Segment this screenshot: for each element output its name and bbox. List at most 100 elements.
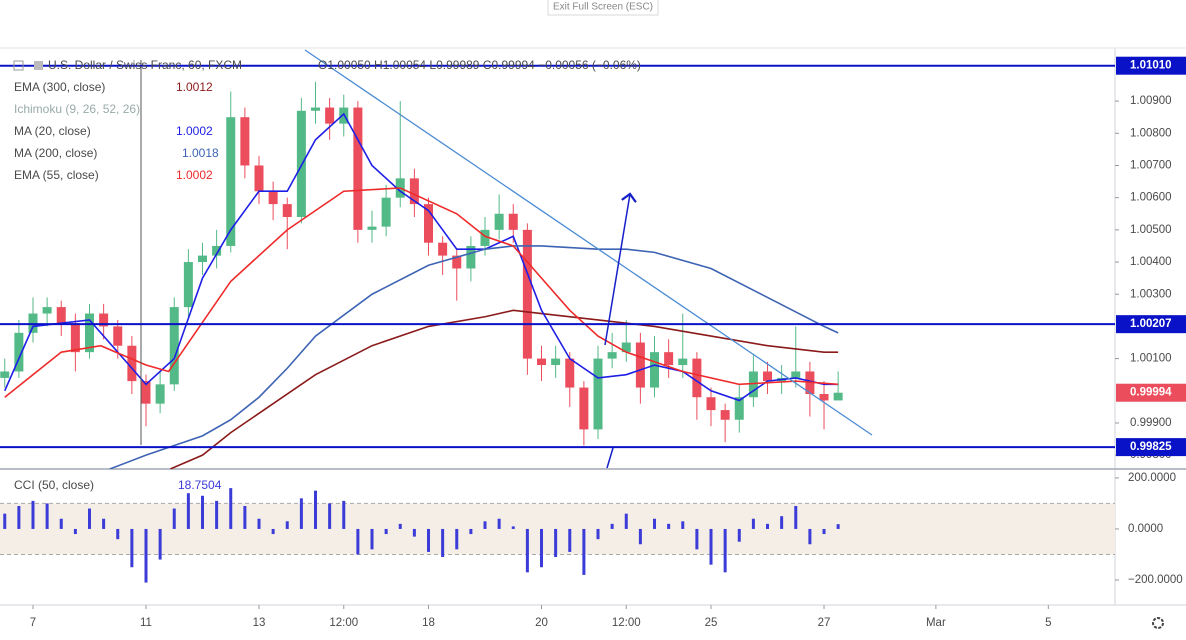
exit-fullscreen-label[interactable]: Exit Full Screen (ESC) xyxy=(553,2,653,13)
candle-body xyxy=(183,262,193,308)
candle-body xyxy=(579,387,589,430)
settings-icon[interactable] xyxy=(1152,617,1164,629)
cci-bar xyxy=(186,493,190,529)
arrow xyxy=(604,194,630,346)
candle-body xyxy=(551,358,561,366)
candle-body xyxy=(692,358,702,398)
y-tick-label: 1.00400 xyxy=(1130,256,1172,268)
moving-average-line xyxy=(169,309,839,469)
candle-body xyxy=(0,371,10,378)
candle-body xyxy=(480,229,490,246)
y-tick-label: 0.99900 xyxy=(1130,417,1172,429)
cci-bar xyxy=(229,488,233,529)
cci-bar xyxy=(455,528,459,550)
cci-bar xyxy=(780,516,784,529)
level-label-box xyxy=(1116,438,1186,457)
candle-body xyxy=(438,242,448,256)
cci-bar xyxy=(3,513,7,529)
cci-bar xyxy=(808,528,812,545)
candle-body xyxy=(819,394,829,401)
y-tick-label: −200.0000 xyxy=(1128,574,1183,586)
cci-bar xyxy=(667,523,671,529)
candle-body xyxy=(565,358,575,388)
cci-bar xyxy=(144,528,148,583)
candle-body xyxy=(650,352,660,388)
cci-bar xyxy=(116,528,120,540)
cci-bar xyxy=(751,518,755,529)
exit-fullscreen-button[interactable] xyxy=(547,0,659,16)
cci-bar xyxy=(483,521,487,529)
y-tick-label: 1.00800 xyxy=(1130,127,1172,139)
candle-body xyxy=(127,345,137,382)
candle-body xyxy=(537,358,547,366)
cci-bar xyxy=(554,528,558,558)
cci-bar xyxy=(441,528,445,558)
candle-body xyxy=(113,326,123,346)
trend-line xyxy=(304,49,873,436)
cci-bar xyxy=(766,523,770,529)
legend-value: 18.7504 xyxy=(178,478,222,492)
candle-body xyxy=(226,117,236,246)
candle-body xyxy=(664,352,674,366)
legend: U.S. Dollar / Swiss Franc, 60, FXCM O1.0… xyxy=(13,58,641,492)
last-price-box xyxy=(1116,383,1186,402)
cci-bar xyxy=(681,521,685,529)
cci-bar xyxy=(624,513,628,529)
cci-bar xyxy=(653,518,657,529)
candle-body xyxy=(325,107,335,124)
level-label-box xyxy=(1116,56,1186,75)
y-tick-label: 0.0000 xyxy=(1128,523,1163,535)
candle-body xyxy=(311,107,321,111)
candle-body xyxy=(70,323,80,353)
cci-band xyxy=(0,503,1115,555)
x-tick-label: 13 xyxy=(253,617,266,629)
x-tick-label: 11 xyxy=(140,617,152,629)
candle-body xyxy=(720,410,730,420)
cci-bar xyxy=(257,518,261,529)
level-label-box xyxy=(1116,315,1186,334)
cci-bar xyxy=(568,528,572,552)
cci-bar xyxy=(215,500,219,529)
level-label: 1.01010 xyxy=(1130,60,1172,72)
candle-body xyxy=(748,371,758,398)
candle-body xyxy=(353,107,363,230)
cci-bar xyxy=(511,526,515,529)
cci-bar xyxy=(469,528,473,535)
x-tick-label: 12:00 xyxy=(612,617,641,629)
cci-bar xyxy=(158,528,162,560)
candle-body xyxy=(56,307,66,324)
x-tick-label: 18 xyxy=(422,617,435,629)
cci-bar xyxy=(314,490,318,529)
y-tick-label: 1.00300 xyxy=(1130,288,1172,300)
y-tick-label: 1.00700 xyxy=(1130,160,1172,172)
cci-bar xyxy=(822,528,826,535)
cci-bar xyxy=(31,500,35,529)
candle-body xyxy=(254,165,264,192)
candle-body xyxy=(833,392,843,401)
x-tick-label: 12:00 xyxy=(329,617,358,629)
candle-body xyxy=(508,213,518,230)
candle-body xyxy=(678,358,688,366)
cci-bar xyxy=(356,528,360,555)
candle-body xyxy=(593,358,603,430)
cci-bar xyxy=(497,518,501,529)
candle-body xyxy=(367,226,377,230)
candle-body xyxy=(84,313,94,353)
candle-body xyxy=(99,313,109,327)
legend-label: EMA (300, close) xyxy=(14,80,105,94)
cci-bar xyxy=(130,528,134,568)
legend-label: CCI (50, close) xyxy=(14,478,94,492)
cci-bar xyxy=(398,523,402,529)
cci-bar xyxy=(299,498,303,529)
y-tick-label: 200.0000 xyxy=(1128,472,1176,484)
cci-bar xyxy=(102,518,106,529)
y-tick-label: 1.00600 xyxy=(1130,192,1172,204)
cci-bar xyxy=(723,528,727,573)
cci-bar xyxy=(73,528,77,535)
candle-body xyxy=(14,332,24,372)
cci-bar xyxy=(794,505,798,529)
x-tick-label: 25 xyxy=(705,617,718,629)
level-label: 1.00207 xyxy=(1130,318,1172,330)
cci-bar xyxy=(87,508,91,529)
